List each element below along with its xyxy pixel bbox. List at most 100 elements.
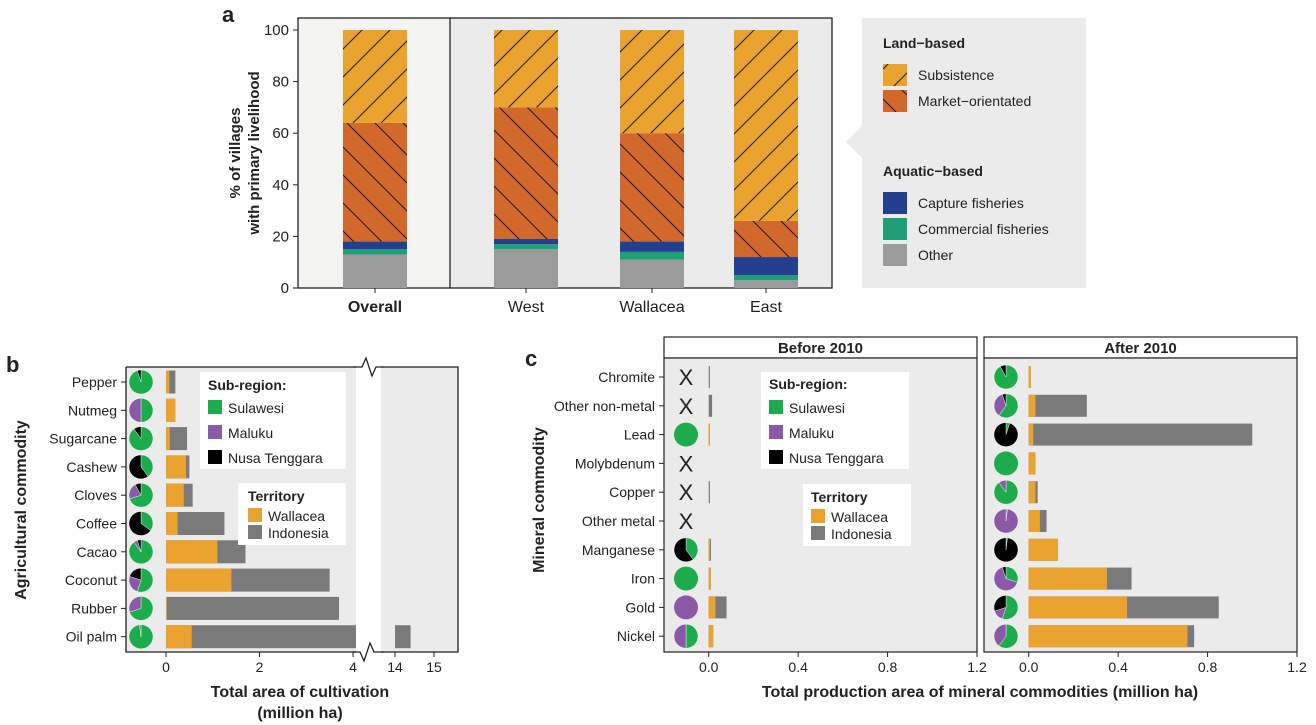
legend-swatch-maluku xyxy=(769,425,783,439)
x-tick-label-0: 0 xyxy=(162,659,170,675)
x-tick-label: 0.4 xyxy=(1108,659,1128,675)
pie-slice-maluku xyxy=(993,623,1007,647)
pie-rubber xyxy=(128,596,154,621)
x-tick-label: 0.0 xyxy=(699,659,719,675)
missing-marker: X xyxy=(679,451,694,476)
bar-pepper-indonesia xyxy=(166,370,176,394)
pie-slice-sulawesi xyxy=(998,623,1019,649)
legend-swatch-sulawesi xyxy=(208,400,222,414)
bar-lead-wallacea xyxy=(708,423,710,446)
x-tick-label-west: West xyxy=(508,299,545,316)
pie-slice-sulawesi xyxy=(994,451,1018,476)
pie-cloves xyxy=(128,482,154,508)
pie-manganese xyxy=(993,537,1019,562)
y-axis-label: % of villages with primary livelihood xyxy=(227,71,263,235)
bar-rubber-indonesia xyxy=(166,596,339,620)
x-tick-label-15: 15 xyxy=(426,659,442,675)
y-tick-label-cacao: Cacao xyxy=(77,544,118,560)
bar-cashew-wallacea xyxy=(166,455,187,479)
legend-label-commercial-fisheries: Commercial fisheries xyxy=(918,221,1049,237)
legend-swatch-sulawesi xyxy=(769,400,783,414)
y-tick-label-cashew: Cashew xyxy=(66,459,117,475)
legend-label-other: Other xyxy=(918,247,953,263)
pie-other-metal xyxy=(993,508,1019,534)
pie-slice-maluku xyxy=(128,596,142,613)
pie-manganese xyxy=(673,537,699,562)
y-tick-label-pepper: Pepper xyxy=(72,374,117,390)
pie-pepper xyxy=(128,369,154,395)
bar-overall-subsistence xyxy=(343,30,407,123)
pie-slice-nusa-tenggara xyxy=(999,364,1007,378)
y-tick-label-lead: Lead xyxy=(624,427,655,443)
y-tick-label-cloves: Cloves xyxy=(74,487,117,503)
legend-label-capture-fisheries: Capture fisheries xyxy=(918,195,1024,211)
legend-swatch-subsistence xyxy=(883,64,907,86)
bar-west-commercial-fisheries xyxy=(494,244,558,250)
bar-coffee-indonesia xyxy=(166,512,225,535)
legend-swatch-nusa-tenggara xyxy=(208,450,222,464)
legend-swatch-commercial-fisheries xyxy=(883,218,907,240)
panel-a-frame xyxy=(297,17,833,289)
panel-label-b: b xyxy=(6,352,19,377)
pie-coffee xyxy=(128,511,154,536)
bar-overall-other xyxy=(343,254,407,288)
legend-b-subregion-title: Sub-region: xyxy=(208,377,287,393)
bar-oil-palm-wallacea xyxy=(166,625,192,649)
pie-slice-sulawesi xyxy=(140,511,154,531)
pie-slice-sulawesi xyxy=(140,454,154,477)
pie-nutmeg xyxy=(128,398,154,423)
x-tick-label-wallacea: Wallacea xyxy=(619,299,684,316)
bar-gold-wallacea xyxy=(708,596,716,619)
bar-rubber-wallacea xyxy=(166,596,167,620)
x-tick-label: 0.8 xyxy=(878,659,898,675)
pie-slice-maluku xyxy=(139,624,142,637)
legend-label-market-orientated: Market−orientated xyxy=(918,93,1031,109)
bar-lead-indonesia xyxy=(1028,423,1253,446)
pie-lead xyxy=(993,422,1019,447)
bar-wallacea-commercial-fisheries xyxy=(620,251,684,260)
pie-cacao xyxy=(128,539,154,564)
bar-cacao-wallacea xyxy=(166,540,218,564)
x-axis-label: Total production area of mineral commodi… xyxy=(762,684,1198,701)
bar-coffee-wallacea xyxy=(166,512,178,535)
y-tick-label-20: 20 xyxy=(272,228,289,245)
legend-swatch-other xyxy=(883,244,907,266)
y-tick-label-other-non-metal: Other non-metal xyxy=(554,398,655,414)
pie-slice-sulawesi xyxy=(129,596,154,621)
pie-slice-nusa-tenggara xyxy=(137,369,142,383)
legend-swatch-wallacea xyxy=(811,509,825,523)
pie-gold xyxy=(674,595,698,620)
bar-chromite-indonesia xyxy=(708,366,710,388)
bar-wallacea-subsistence xyxy=(620,30,684,134)
bar-overall-market-orientated xyxy=(343,122,407,242)
y-tick-label-rubber: Rubber xyxy=(71,600,117,616)
y-axis-label: Mineral commodity xyxy=(531,427,548,573)
panel-b: Pepper Nutmeg Sugarcane Cashew Cloves Coffee C… xyxy=(13,356,459,722)
y-tick-label-nutmeg: Nutmeg xyxy=(68,402,117,418)
y-tick-label-40: 40 xyxy=(272,177,289,194)
legend-label-wallacea: Wallacea xyxy=(268,508,325,524)
legend-label-indonesia: Indonesia xyxy=(831,526,892,542)
x-tick-label-14: 14 xyxy=(387,659,403,675)
bar-nickel-wallacea xyxy=(1028,625,1188,648)
y-axis-label-line: with primary livelihood xyxy=(246,71,263,235)
bar-copper-indonesia xyxy=(708,481,710,504)
legend-label-sulawesi: Sulawesi xyxy=(789,400,845,416)
facet-after-2010: After 2010 0.0 0.4 0.8 1.2 xyxy=(983,336,1307,675)
legend-swatch-maluku xyxy=(208,425,222,439)
bar-lead-wallacea xyxy=(1028,423,1034,446)
y-tick-label-iron: Iron xyxy=(631,571,655,587)
pie-slice-nusa-tenggara xyxy=(134,482,142,496)
pie-slice-sulawesi xyxy=(140,398,154,423)
pie-slice-nusa-tenggara xyxy=(129,567,142,581)
y-tick-label-80: 80 xyxy=(272,74,289,91)
y-tick-label-gold: Gold xyxy=(625,599,655,615)
pie-sugarcane xyxy=(128,426,154,451)
y-axis-label-line: % of villages xyxy=(227,108,244,199)
panel-b-bg-right xyxy=(381,367,458,652)
missing-marker: X xyxy=(679,509,694,534)
bar-pepper-wallacea xyxy=(166,370,170,394)
pie-slice-maluku xyxy=(673,623,687,649)
